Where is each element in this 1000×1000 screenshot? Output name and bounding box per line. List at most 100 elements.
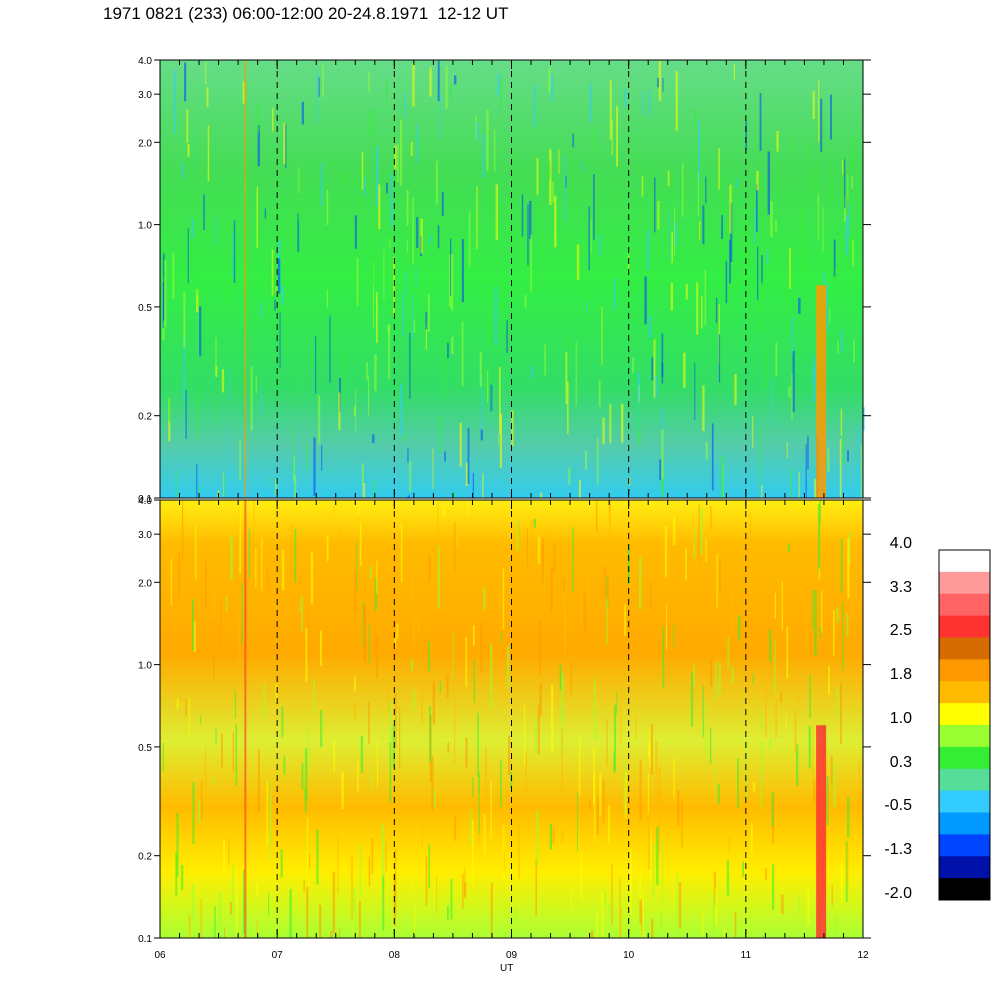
heatmap-texture (450, 83, 452, 101)
heatmap-texture (437, 502, 439, 567)
heatmap-texture (598, 380, 601, 407)
heatmap-texture (797, 652, 799, 708)
heatmap-texture (620, 907, 622, 938)
heatmap-texture (662, 626, 665, 689)
heatmap-texture (731, 576, 733, 631)
heatmap-texture (775, 698, 778, 738)
heatmap-texture (521, 194, 524, 237)
heatmap-texture (164, 259, 167, 327)
heatmap-texture (591, 124, 594, 151)
heatmap-texture (675, 221, 678, 246)
heatmap-texture (700, 507, 703, 556)
heatmap-texture (294, 529, 297, 582)
heatmap-texture (790, 134, 793, 152)
heatmap-texture (789, 247, 791, 289)
heatmap-texture (371, 837, 374, 875)
heatmap-texture (698, 120, 700, 184)
heatmap-texture (764, 347, 767, 388)
colorbar-swatch (939, 878, 990, 901)
heatmap-texture (481, 375, 483, 435)
colorbar-label: -0.5 (884, 797, 912, 815)
heatmap-texture (190, 238, 193, 259)
heatmap-texture (798, 471, 800, 498)
heatmap-texture (260, 386, 263, 415)
heatmap-texture (639, 760, 642, 821)
heatmap-texture (465, 738, 468, 768)
intense-streak (816, 725, 827, 938)
heatmap-texture (439, 91, 441, 140)
heatmap-texture (400, 120, 403, 186)
heatmap-texture (611, 864, 613, 925)
heatmap-texture (412, 689, 415, 712)
heatmap-texture (650, 830, 652, 888)
heatmap-texture (359, 844, 362, 897)
heatmap-texture (499, 413, 502, 468)
heatmap-texture (702, 385, 705, 432)
y-tick-label: 0.1 (138, 494, 152, 505)
heatmap-texture (709, 727, 712, 765)
heatmap-texture (661, 333, 664, 377)
heatmap-texture (257, 934, 260, 938)
heatmap-texture (467, 427, 470, 484)
heatmap-texture (399, 707, 401, 769)
heatmap-texture (800, 206, 803, 274)
heatmap-texture (272, 108, 274, 132)
x-tick-label: 09 (506, 950, 518, 961)
heatmap-texture (583, 480, 585, 498)
heatmap-texture (405, 271, 407, 295)
heatmap-texture (639, 874, 642, 906)
heatmap-texture (749, 512, 752, 561)
heatmap-texture (826, 283, 829, 331)
heatmap-texture (368, 623, 370, 664)
heatmap-texture (228, 175, 230, 239)
heatmap-texture (536, 157, 539, 195)
heatmap-texture (769, 629, 772, 663)
heatmap-texture (495, 184, 498, 240)
heatmap-texture (608, 804, 610, 844)
heatmap-texture (466, 500, 469, 518)
colorbar-swatch (939, 834, 990, 857)
heatmap-texture (450, 239, 452, 296)
heatmap-texture (603, 889, 606, 909)
heatmap-texture (343, 347, 346, 405)
heatmap-texture (275, 683, 278, 703)
heatmap-texture (233, 220, 236, 283)
heatmap-texture (787, 543, 790, 553)
heatmap-texture (192, 599, 194, 651)
heatmap-texture (714, 766, 716, 803)
heatmap-texture (309, 853, 311, 870)
heatmap-texture (786, 442, 788, 459)
heatmap-texture (267, 477, 269, 486)
heatmap-texture (535, 858, 537, 916)
colorbar-swatch (939, 725, 990, 748)
heatmap-texture (339, 530, 342, 579)
heatmap-texture (774, 593, 776, 619)
heatmap-texture (261, 537, 263, 592)
heatmap-texture (781, 581, 783, 631)
heatmap-texture (356, 258, 359, 306)
heatmap-texture (840, 408, 843, 437)
heatmap-texture (161, 912, 163, 923)
heatmap-texture (745, 120, 747, 151)
heatmap-texture (355, 388, 357, 434)
heatmap-texture (215, 366, 218, 377)
heatmap-texture (225, 596, 228, 612)
heatmap-texture (450, 254, 454, 311)
event-streak (244, 60, 247, 498)
heatmap-texture (719, 934, 722, 938)
heatmap-texture (442, 506, 445, 517)
heatmap-texture (766, 250, 769, 265)
heatmap-texture (213, 656, 215, 681)
heatmap-texture (204, 748, 207, 788)
heatmap-texture (223, 474, 225, 498)
heatmap-texture (655, 325, 658, 344)
heatmap-texture (561, 728, 564, 796)
heatmap-texture (429, 643, 432, 658)
heatmap-texture (410, 553, 413, 598)
heatmap-texture (624, 88, 627, 107)
heatmap-texture (647, 743, 651, 758)
heatmap-texture (410, 659, 413, 671)
heatmap-texture (813, 366, 816, 402)
heatmap-texture (826, 776, 829, 826)
heatmap-texture (298, 167, 300, 194)
